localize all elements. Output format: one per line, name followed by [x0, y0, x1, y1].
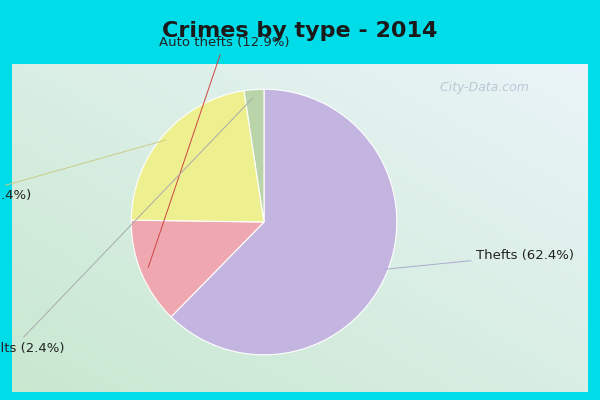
Wedge shape [171, 89, 397, 355]
Text: City-Data.com: City-Data.com [431, 82, 529, 94]
Text: Assaults (2.4%): Assaults (2.4%) [0, 98, 253, 355]
Wedge shape [131, 220, 264, 317]
Text: Auto thefts (12.9%): Auto thefts (12.9%) [148, 36, 289, 268]
Text: Crimes by type - 2014: Crimes by type - 2014 [163, 21, 437, 41]
Text: Thefts (62.4%): Thefts (62.4%) [383, 249, 574, 270]
Wedge shape [131, 91, 264, 222]
Text: Burglaries (22.4%): Burglaries (22.4%) [0, 140, 166, 202]
Wedge shape [244, 89, 264, 222]
